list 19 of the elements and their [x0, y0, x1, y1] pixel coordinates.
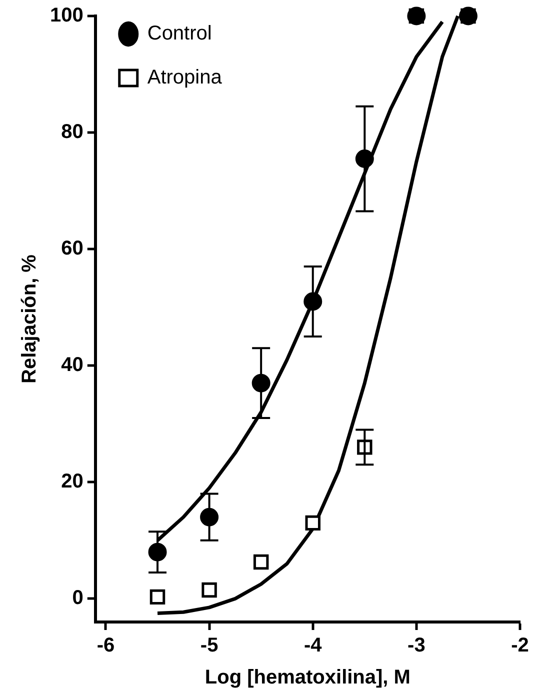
- y-tick-label: 0: [72, 587, 84, 610]
- x-tick-label: -2: [511, 634, 529, 657]
- y-axis-title: Relajación, %: [18, 254, 41, 384]
- point: [253, 554, 269, 570]
- x-tick-label: -4: [304, 634, 323, 657]
- y-tick-label: 60: [61, 238, 84, 260]
- x-tick-label: -6: [96, 634, 115, 657]
- point: [202, 582, 217, 598]
- legend-label: Control: [147, 22, 212, 45]
- point: [150, 589, 166, 605]
- y-tick-label: 100: [50, 4, 84, 27]
- x-axis-title: Log [hematoxilina], M: [204, 666, 410, 689]
- point: [305, 515, 320, 531]
- x-tick-label: -5: [200, 634, 218, 657]
- y-tick-label: 20: [61, 470, 84, 493]
- legend-label: Atropina: [147, 66, 223, 89]
- y-tick-label: 40: [61, 354, 84, 376]
- y-tick-label: 80: [61, 121, 84, 144]
- x-tick-label: -3: [408, 634, 426, 657]
